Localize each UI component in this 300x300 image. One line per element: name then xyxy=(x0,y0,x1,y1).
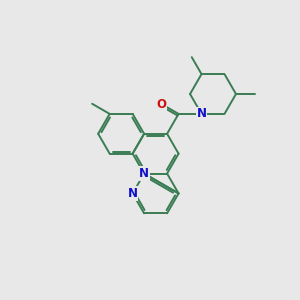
Text: N: N xyxy=(139,167,149,180)
Text: N: N xyxy=(196,107,206,120)
Text: O: O xyxy=(157,98,167,111)
Text: N: N xyxy=(128,187,138,200)
